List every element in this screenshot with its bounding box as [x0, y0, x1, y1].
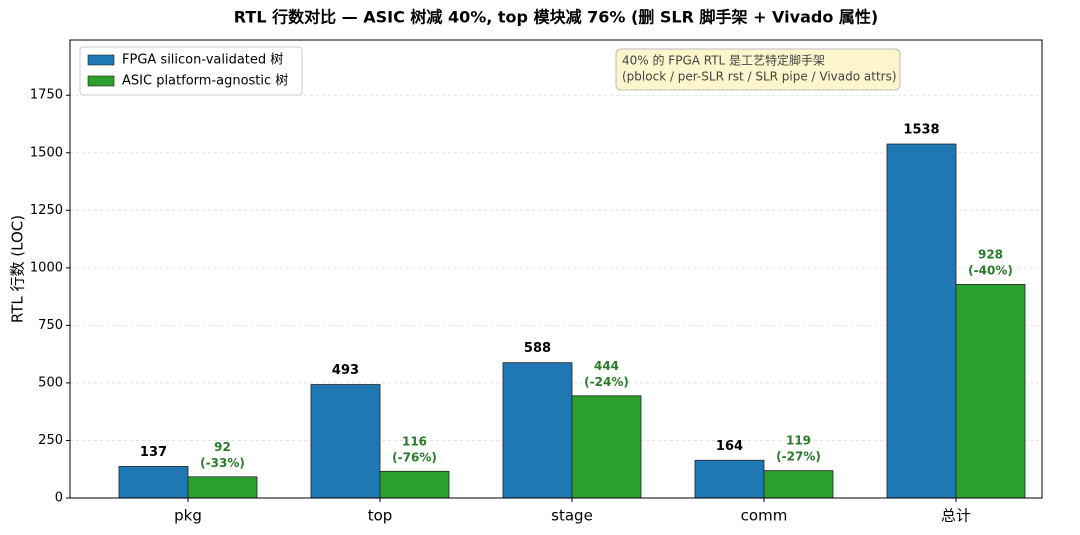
y-tick-label: 250	[38, 433, 63, 448]
bar	[310, 384, 381, 499]
y-tick-label: 1000	[30, 260, 63, 275]
bar	[694, 459, 765, 499]
legend-label: FPGA silicon-validated 树	[122, 53, 283, 68]
chart-title: RTL 行数对比 — ASIC 树减 40%, top 模块减 76% (删 S…	[234, 8, 878, 27]
value-label: 137	[140, 445, 167, 460]
value-label: 493	[332, 363, 359, 378]
value-label: 164	[716, 439, 743, 454]
bar	[502, 362, 573, 499]
y-tick-label: 1750	[30, 88, 63, 103]
annotation-text: 40% 的 FPGA RTL 是工艺特定脚手架	[622, 53, 825, 68]
legend-box	[79, 46, 303, 96]
value-label: 1538	[903, 123, 939, 138]
y-axis-label: RTL 行数 (LOC)	[9, 215, 27, 323]
value-label: 588	[524, 341, 551, 356]
bar	[886, 143, 957, 499]
annotation-text: (pblock / per-SLR rst / SLR pipe / Vivad…	[622, 70, 897, 84]
y-tick-label: 0	[55, 491, 63, 506]
bar	[187, 476, 258, 499]
value-label: 119 (-27%)	[776, 433, 821, 463]
plot-frame	[69, 39, 1043, 499]
value-label: 444 (-24%)	[584, 358, 629, 388]
value-label: 928 (-40%)	[968, 247, 1013, 277]
x-tick-label: top	[368, 507, 393, 525]
legend-label: ASIC platform-agnostic 树	[122, 74, 288, 89]
bar	[763, 470, 834, 499]
bar	[379, 470, 450, 499]
x-tick-label: comm	[741, 507, 788, 525]
x-tick-label: pkg	[174, 507, 202, 525]
value-label: 92 (-33%)	[200, 439, 245, 469]
bar	[571, 395, 642, 499]
value-label: 116 (-76%)	[392, 434, 437, 464]
y-tick-label: 500	[38, 375, 63, 390]
bar	[955, 284, 1026, 499]
y-tick-label: 750	[38, 318, 63, 333]
bar	[118, 466, 189, 499]
legend-swatch	[87, 75, 115, 87]
legend-swatch	[87, 54, 115, 66]
x-tick-label: 总计	[941, 507, 971, 525]
x-tick-label: stage	[551, 507, 593, 525]
y-tick-label: 1250	[30, 203, 63, 218]
annotation-box	[615, 48, 901, 91]
y-tick-label: 1500	[30, 145, 63, 160]
